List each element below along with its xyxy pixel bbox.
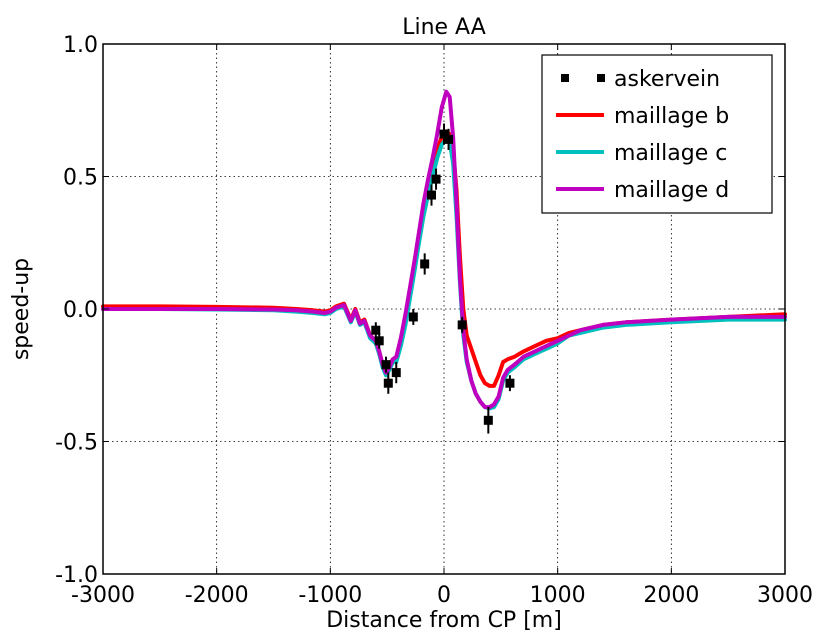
x-tick-label: -2000 bbox=[185, 583, 249, 608]
legend-label-askervein: askervein bbox=[614, 67, 720, 92]
x-tick-label: 0 bbox=[437, 583, 451, 608]
observation-marker bbox=[484, 416, 493, 425]
y-tick-label: 1.0 bbox=[63, 33, 98, 58]
legend-marker-askervein bbox=[561, 74, 569, 82]
x-axis-label: Distance from CP [m] bbox=[326, 608, 562, 632]
legend-marker-askervein bbox=[597, 74, 605, 82]
observation-marker bbox=[384, 379, 393, 388]
legend-label-maillage-c: maillage c bbox=[614, 141, 727, 166]
observation-marker bbox=[427, 191, 436, 200]
x-tick-label: 2000 bbox=[643, 583, 699, 608]
x-tick-label: 3000 bbox=[757, 583, 813, 608]
y-tick-label: 0.5 bbox=[63, 166, 98, 191]
y-axis-label: speed-up bbox=[9, 258, 34, 360]
x-tick-label: -1000 bbox=[298, 583, 362, 608]
observation-marker bbox=[420, 259, 429, 268]
legend-label-maillage-b: maillage b bbox=[614, 104, 729, 129]
legend-label-maillage-d: maillage d bbox=[614, 178, 729, 203]
observation-marker bbox=[444, 135, 453, 144]
y-tick-label: -0.5 bbox=[55, 431, 98, 456]
x-tick-label: 1000 bbox=[530, 583, 586, 608]
observation-marker bbox=[392, 368, 401, 377]
observation-marker bbox=[375, 336, 384, 345]
observation-marker bbox=[432, 175, 441, 184]
observation-marker bbox=[382, 360, 391, 369]
observation-marker bbox=[409, 312, 418, 321]
chart-title: Line AA bbox=[402, 15, 486, 40]
observation-marker bbox=[458, 320, 467, 329]
y-tick-label: 0.0 bbox=[63, 298, 98, 323]
legend: askervein maillage b maillage c maillage d bbox=[542, 55, 772, 213]
y-tick-label: -1.0 bbox=[55, 563, 98, 588]
observation-marker bbox=[505, 379, 514, 388]
